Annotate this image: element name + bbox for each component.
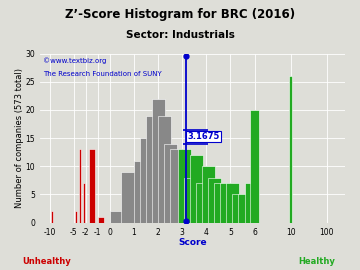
Bar [89, 149, 95, 223]
Text: Unhealthy: Unhealthy [22, 257, 71, 266]
Text: ©www.textbiz.org: ©www.textbiz.org [43, 57, 107, 64]
Bar [121, 172, 135, 223]
Text: Sector: Industrials: Sector: Industrials [126, 30, 234, 40]
Bar [202, 166, 215, 223]
Bar [170, 149, 183, 223]
Text: Healthy: Healthy [298, 257, 335, 266]
Bar [140, 138, 153, 223]
Text: Z’-Score Histogram for BRC (2016): Z’-Score Histogram for BRC (2016) [65, 8, 295, 21]
Y-axis label: Number of companies (573 total): Number of companies (573 total) [15, 68, 24, 208]
Bar [109, 211, 122, 223]
Bar [214, 183, 227, 223]
Bar [184, 178, 197, 223]
Bar [158, 116, 171, 223]
Bar [164, 144, 177, 223]
Bar [226, 183, 239, 223]
Bar [98, 217, 104, 223]
X-axis label: Score: Score [178, 238, 207, 247]
Bar [51, 211, 53, 223]
Bar [152, 99, 165, 223]
Text: The Research Foundation of SUNY: The Research Foundation of SUNY [43, 70, 162, 76]
Bar [134, 161, 147, 223]
Text: 3.1675: 3.1675 [187, 132, 220, 141]
Bar [75, 211, 77, 223]
Bar [79, 149, 81, 223]
Bar [246, 183, 257, 223]
Bar [289, 76, 292, 223]
Bar [233, 194, 246, 223]
Bar [208, 178, 221, 223]
Bar [190, 155, 203, 223]
Bar [145, 116, 159, 223]
Bar [196, 183, 209, 223]
Bar [250, 110, 259, 223]
Bar [83, 183, 85, 223]
Bar [178, 149, 191, 223]
Bar [238, 194, 251, 223]
Bar [220, 183, 233, 223]
